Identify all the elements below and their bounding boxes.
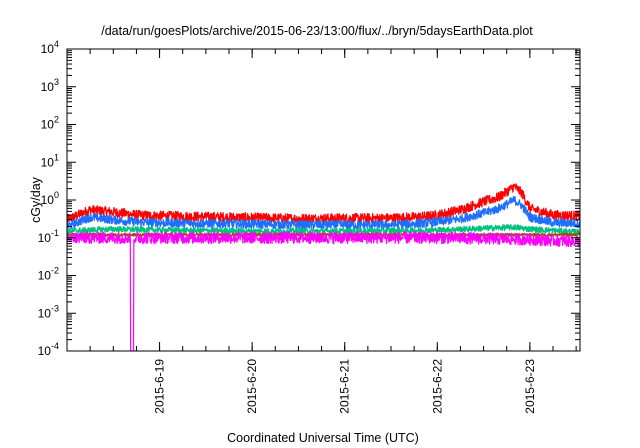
y-axis-label: cGy/day [29,176,43,223]
y-tick-label: 10-3 [38,303,59,320]
y-tick-label: 100 [41,190,59,207]
y-tick-label: 103 [41,77,59,94]
y-tick-label: 10-1 [38,228,59,245]
x-tick-label: 2015-6-23 [523,359,537,414]
series-line-5 [67,231,580,351]
x-tick-label: 2015-6-20 [245,359,259,414]
y-tick-label: 104 [41,39,59,56]
x-tick-label: 2015-6-19 [153,359,167,414]
chart-title: /data/run/goesPlots/archive/2015-06-23/1… [101,24,533,38]
y-tick-label: 101 [41,152,59,169]
x-axis-label: Coordinated Universal Time (UTC) [227,431,419,445]
series-line-3 [67,223,580,236]
axis-layer: 10-4 10-3 10-2 10-1 100 101 102 103 104 2015-6-19… [38,39,581,414]
y-axis-label-group: cGy/day [29,176,43,223]
y-tick-label: 10-2 [38,266,59,283]
x-tick-label: 2015-6-21 [338,359,352,414]
y-tick-label: 102 [41,115,59,132]
series-line-2 [67,195,580,230]
plot-frame [66,48,581,352]
y-tick-label: 10-4 [38,341,59,358]
x-tick-label: 2015-6-22 [430,359,444,414]
series-line-1 [67,183,580,225]
series-layer [67,183,580,351]
